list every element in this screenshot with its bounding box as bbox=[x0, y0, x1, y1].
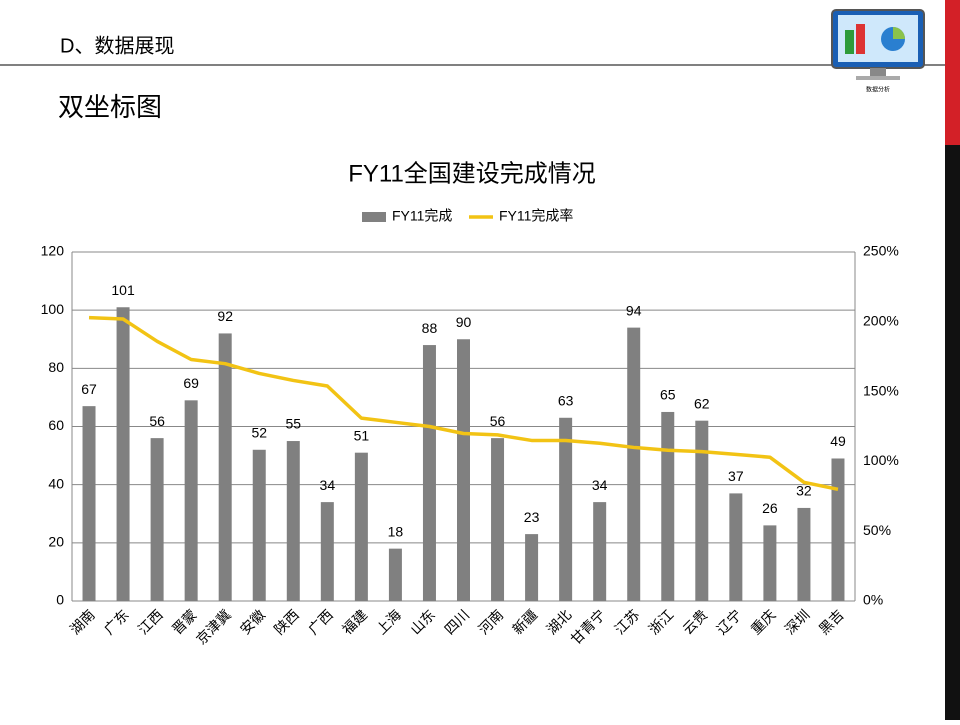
legend-label: FY11完成 bbox=[392, 208, 452, 224]
data-label: 88 bbox=[422, 320, 438, 336]
bar bbox=[661, 411, 675, 601]
data-label: 26 bbox=[762, 500, 778, 516]
y2-tick-label: 200% bbox=[863, 313, 899, 329]
y2-tick-label: 250% bbox=[863, 243, 899, 259]
data-label: 32 bbox=[796, 483, 812, 499]
x-tick-label: 福建 bbox=[339, 606, 370, 637]
x-tick-label: 云贵 bbox=[679, 606, 710, 637]
y-tick-label: 100 bbox=[41, 301, 65, 317]
x-tick-label: 重庆 bbox=[748, 606, 779, 637]
legend-swatch bbox=[362, 212, 386, 222]
bar bbox=[491, 438, 505, 601]
legend-label: FY11完成率 bbox=[499, 208, 573, 224]
side-bar bbox=[945, 0, 960, 720]
data-label: 101 bbox=[111, 282, 135, 298]
y-tick-label: 0 bbox=[56, 592, 64, 608]
data-label: 69 bbox=[183, 375, 199, 391]
x-tick-label: 黑吉 bbox=[816, 606, 847, 637]
bar bbox=[184, 400, 198, 601]
bar bbox=[218, 333, 232, 601]
side-accent bbox=[945, 0, 960, 145]
y2-tick-label: 150% bbox=[863, 382, 899, 398]
data-label: 63 bbox=[558, 392, 574, 408]
bar bbox=[82, 406, 96, 601]
data-label: 67 bbox=[81, 381, 97, 397]
data-label: 62 bbox=[694, 395, 710, 411]
data-label: 94 bbox=[626, 302, 642, 318]
data-label: 92 bbox=[217, 308, 233, 324]
logo-caption: 数据分析 bbox=[866, 86, 890, 94]
chart-title: FY11全国建设完成情况 bbox=[348, 160, 596, 187]
x-tick-label: 辽宁 bbox=[713, 606, 744, 637]
data-label: 37 bbox=[728, 468, 744, 484]
bar bbox=[593, 502, 607, 601]
x-tick-label: 上海 bbox=[373, 606, 404, 637]
x-tick-label: 深圳 bbox=[782, 606, 813, 637]
bar bbox=[422, 345, 436, 601]
bar bbox=[320, 502, 334, 601]
bar bbox=[559, 417, 573, 601]
x-tick-label: 河南 bbox=[475, 606, 506, 637]
data-label: 65 bbox=[660, 387, 676, 403]
data-label: 34 bbox=[592, 477, 608, 493]
x-tick-label: 陕西 bbox=[271, 606, 302, 637]
y-tick-label: 60 bbox=[48, 417, 64, 433]
x-tick-label: 京津冀 bbox=[193, 606, 234, 647]
x-tick-label: 安徽 bbox=[237, 606, 268, 637]
y-tick-label: 80 bbox=[48, 359, 64, 375]
bar bbox=[150, 438, 164, 601]
x-tick-label: 湖南 bbox=[67, 606, 98, 637]
x-tick-label: 浙江 bbox=[645, 606, 676, 637]
bar bbox=[388, 548, 402, 601]
y-tick-label: 120 bbox=[41, 243, 65, 259]
y-tick-label: 20 bbox=[48, 534, 64, 550]
bar bbox=[729, 493, 743, 601]
bar bbox=[797, 507, 811, 601]
y2-tick-label: 0% bbox=[863, 592, 883, 608]
x-tick-label: 广西 bbox=[305, 606, 336, 637]
bar bbox=[354, 452, 368, 601]
data-label: 34 bbox=[320, 477, 336, 493]
y-tick-label: 40 bbox=[48, 475, 64, 491]
bar bbox=[831, 458, 845, 601]
data-label: 56 bbox=[149, 413, 165, 429]
data-label: 49 bbox=[830, 433, 846, 449]
bar bbox=[627, 327, 641, 601]
slide-subtitle: 双坐标图 bbox=[58, 92, 162, 122]
section-title: D、数据展现 bbox=[60, 34, 174, 57]
data-label: 23 bbox=[524, 509, 540, 525]
data-label: 90 bbox=[456, 314, 472, 330]
x-tick-label: 新疆 bbox=[509, 606, 540, 637]
line bbox=[88, 315, 839, 492]
logo bbox=[831, 9, 925, 80]
x-tick-label: 江苏 bbox=[611, 606, 642, 637]
x-tick-label: 山东 bbox=[407, 606, 438, 637]
data-label: 18 bbox=[388, 523, 404, 539]
data-label: 56 bbox=[490, 413, 506, 429]
bar bbox=[763, 525, 777, 601]
bar bbox=[252, 449, 266, 601]
bar bbox=[286, 441, 300, 601]
bar bbox=[116, 307, 130, 601]
data-label: 51 bbox=[354, 427, 370, 443]
x-tick-label: 甘青宁 bbox=[567, 606, 608, 647]
bar bbox=[695, 420, 709, 601]
y2-tick-label: 100% bbox=[863, 452, 899, 468]
x-tick-label: 广东 bbox=[101, 606, 132, 637]
bar bbox=[457, 339, 470, 601]
data-label: 52 bbox=[251, 424, 267, 440]
y2-tick-label: 50% bbox=[863, 522, 891, 538]
x-tick-label: 四川 bbox=[441, 606, 472, 637]
data-label: 55 bbox=[285, 416, 301, 432]
x-tick-label: 江西 bbox=[135, 606, 166, 637]
bar bbox=[525, 534, 539, 601]
